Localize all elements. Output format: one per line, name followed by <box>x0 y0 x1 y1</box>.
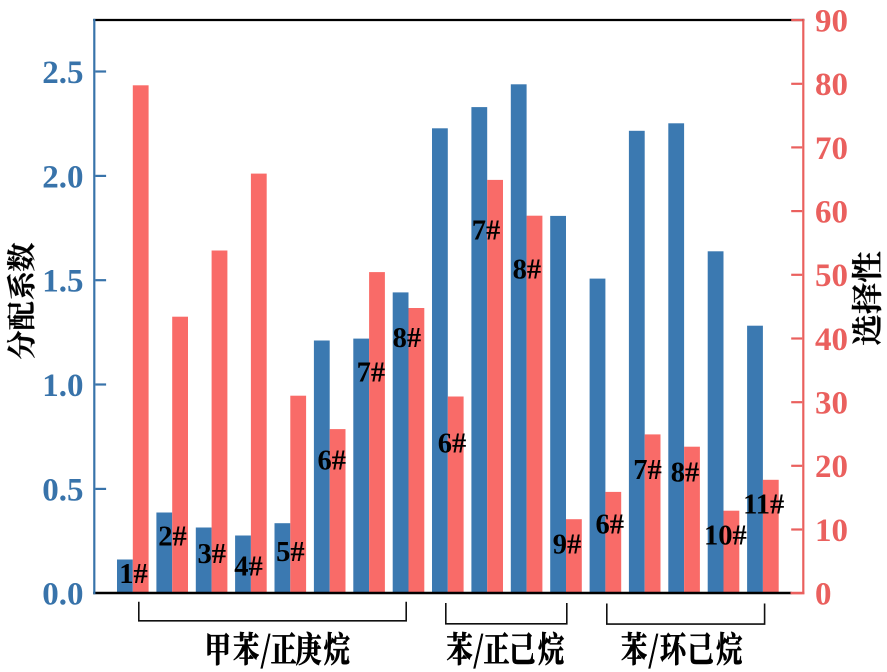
svg-text:6#: 6# <box>596 510 625 541</box>
svg-text:5#: 5# <box>276 537 305 568</box>
svg-text:2.0: 2.0 <box>42 159 83 195</box>
svg-text:3#: 3# <box>198 539 227 570</box>
svg-text:10: 10 <box>815 513 848 549</box>
svg-text:8#: 8# <box>513 255 542 286</box>
svg-text:4#: 4# <box>234 551 263 582</box>
svg-text:80: 80 <box>815 67 848 103</box>
svg-text:1.5: 1.5 <box>42 264 83 300</box>
svg-text:1#: 1# <box>119 559 148 590</box>
svg-text:10#: 10# <box>704 520 747 551</box>
svg-text:9#: 9# <box>553 530 582 561</box>
svg-text:50: 50 <box>815 258 848 294</box>
svg-text:60: 60 <box>815 195 848 231</box>
svg-text:1.0: 1.0 <box>42 368 83 404</box>
svg-text:6#: 6# <box>438 428 467 459</box>
svg-text:2#: 2# <box>158 522 187 553</box>
svg-text:7#: 7# <box>633 455 662 486</box>
svg-text:6#: 6# <box>318 445 347 476</box>
svg-text:40: 40 <box>815 322 848 358</box>
svg-text:7#: 7# <box>357 358 386 389</box>
svg-text:2.5: 2.5 <box>42 55 83 91</box>
svg-text:90: 90 <box>815 4 848 40</box>
svg-text:8#: 8# <box>393 323 422 354</box>
svg-text:70: 70 <box>815 131 848 167</box>
svg-text:8#: 8# <box>671 458 700 489</box>
svg-text:20: 20 <box>815 449 848 485</box>
svg-text:11#: 11# <box>743 489 784 520</box>
svg-text:0.0: 0.0 <box>42 577 83 613</box>
svg-text:30: 30 <box>815 386 848 422</box>
svg-text:0: 0 <box>815 577 832 613</box>
svg-text:7#: 7# <box>472 216 501 247</box>
svg-text:0.5: 0.5 <box>42 472 83 508</box>
